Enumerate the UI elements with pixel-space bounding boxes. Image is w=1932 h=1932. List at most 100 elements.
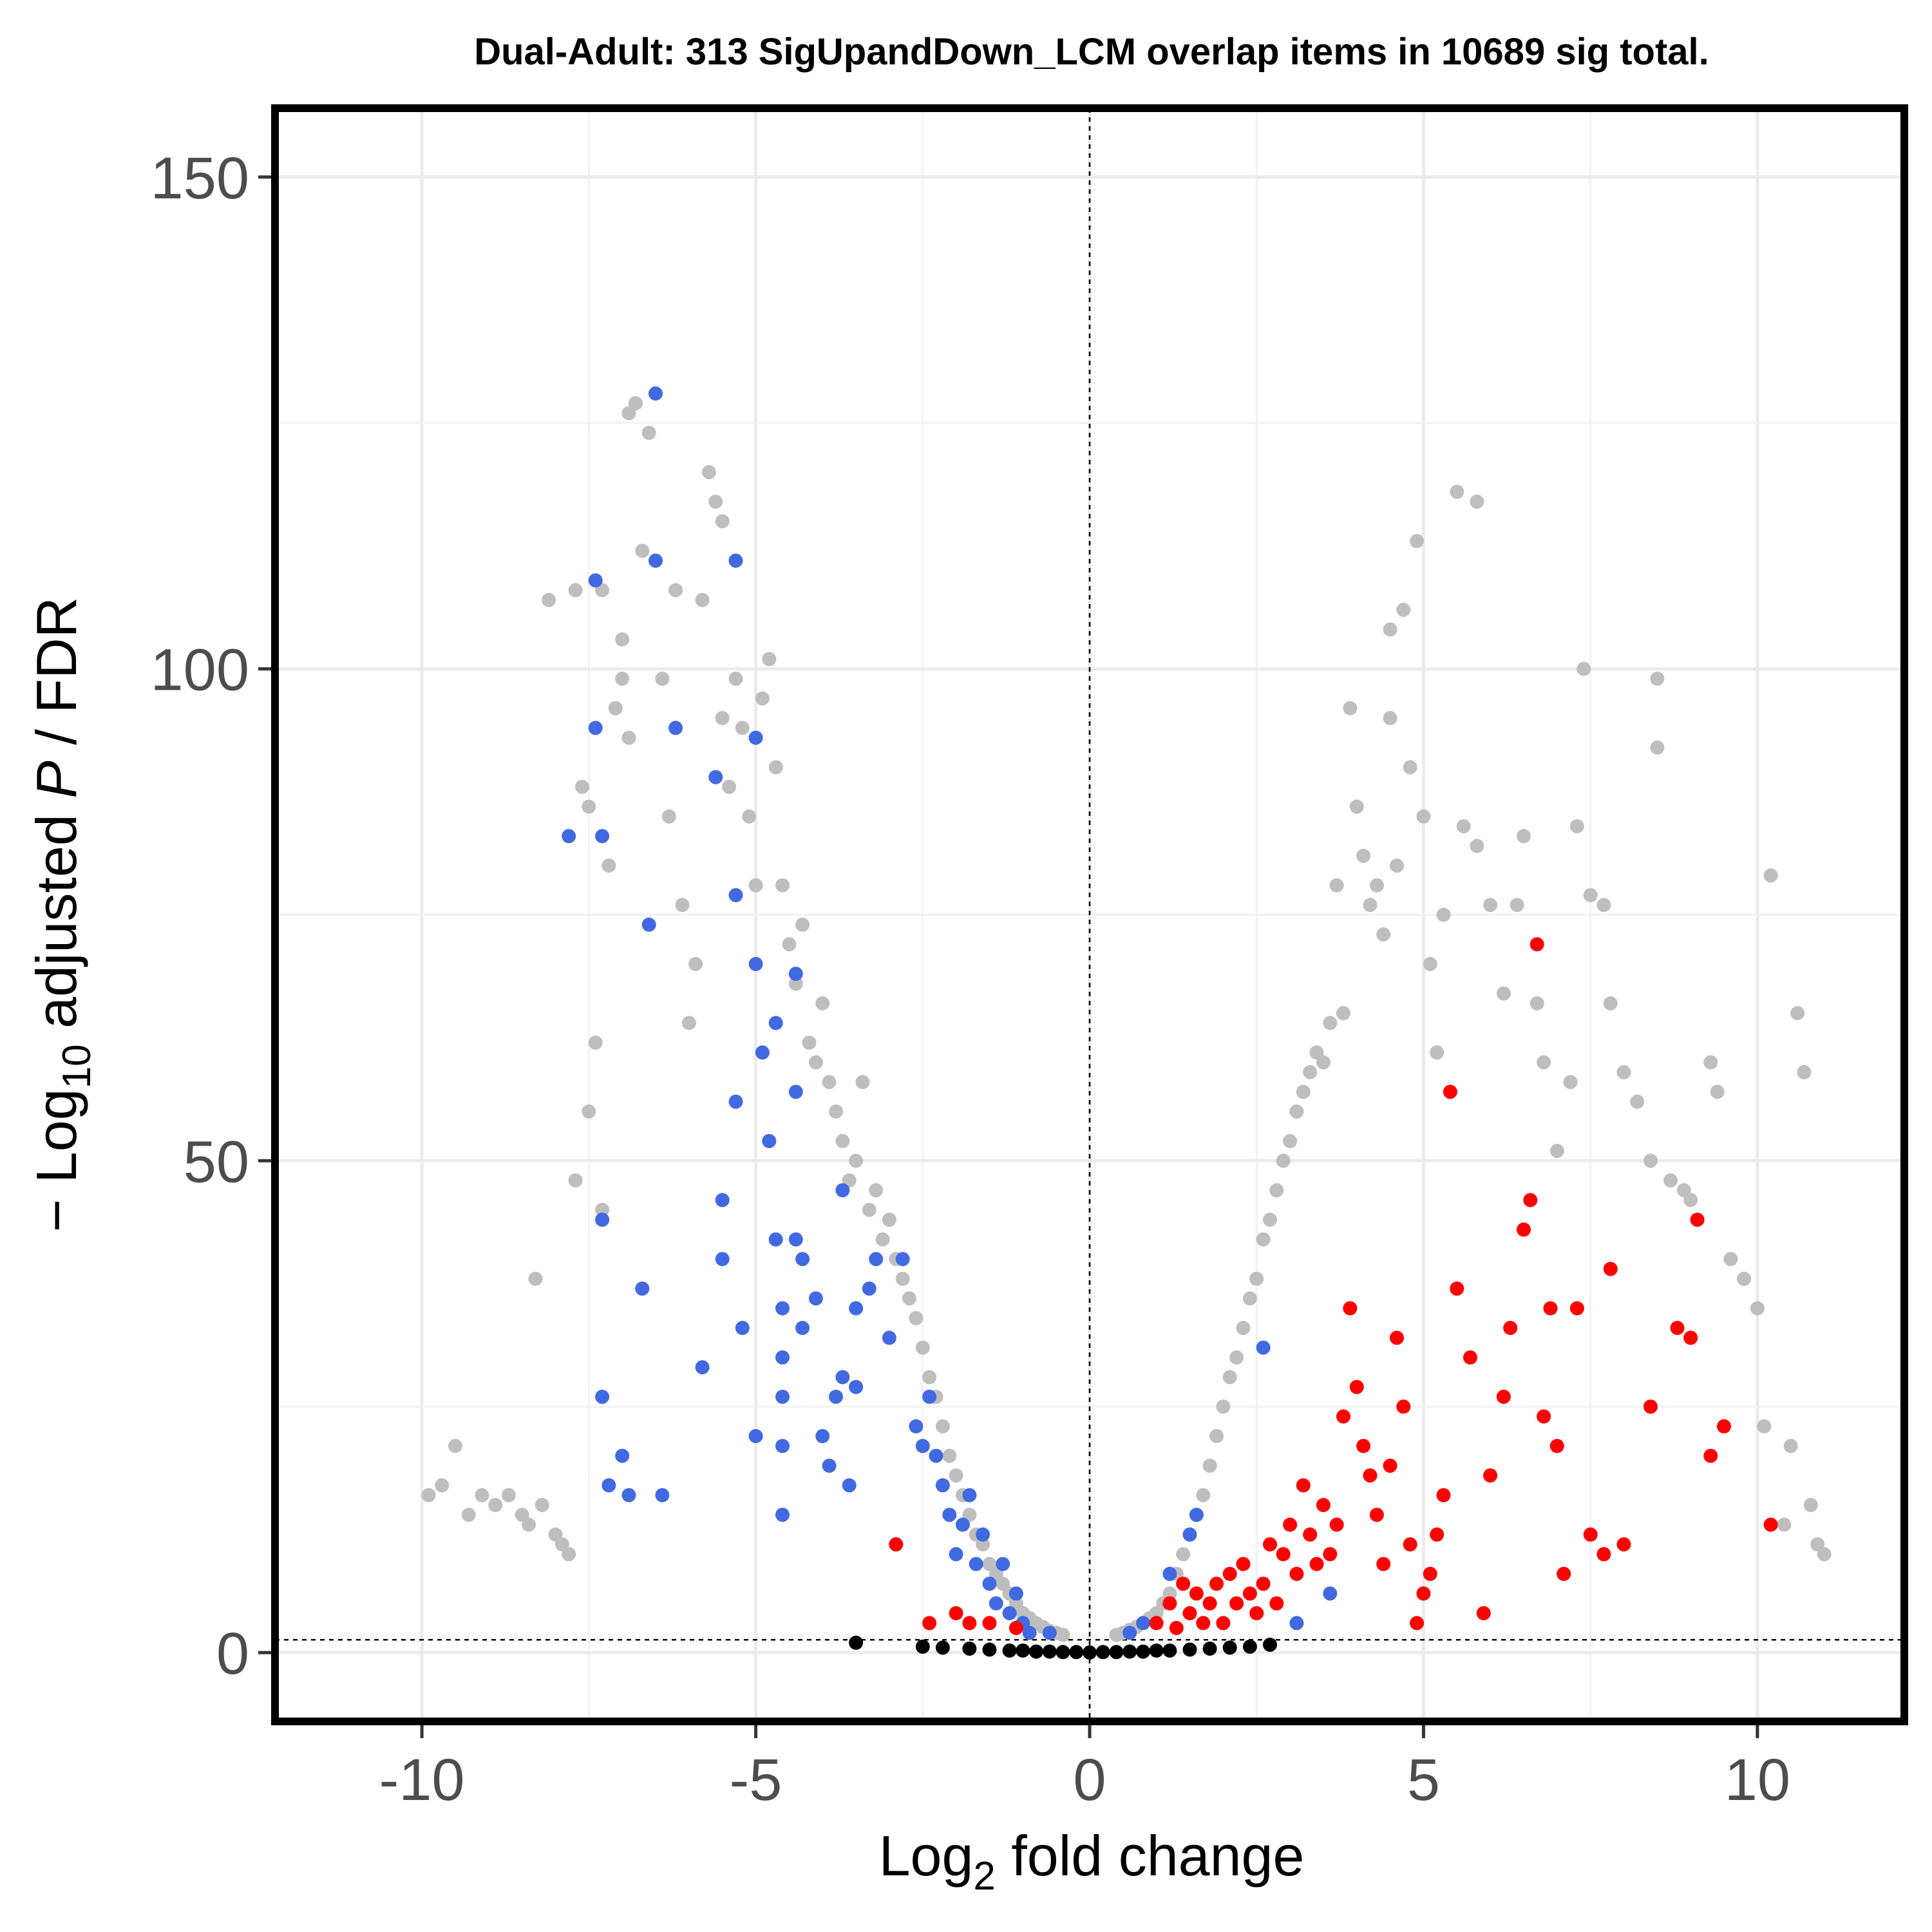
y-tick-label: 50 xyxy=(184,1129,249,1195)
y-axis-label: − Log10 adjusted P / FDR xyxy=(24,597,99,1232)
data-point-overlap_down xyxy=(562,829,576,844)
data-point-overlap_up xyxy=(1557,1566,1571,1581)
data-point-overlap_up xyxy=(1269,1596,1284,1611)
data-point-significant xyxy=(1363,898,1378,913)
data-point-overlap_up xyxy=(1463,1350,1477,1365)
data-point-overlap_up xyxy=(1403,1537,1417,1552)
data-point-overlap_up xyxy=(922,1616,937,1631)
data-point-significant xyxy=(1390,858,1404,873)
data-point-overlap_down xyxy=(1162,1566,1177,1581)
data-point-significant xyxy=(1723,1252,1738,1267)
data-point-significant xyxy=(976,1537,990,1552)
data-point-overlap_up xyxy=(1530,937,1544,952)
data-point-overlap_up xyxy=(1296,1478,1311,1493)
data-point-overlap_down xyxy=(962,1488,977,1502)
data-point-overlap_down xyxy=(775,1389,790,1404)
data-point-significant xyxy=(1450,484,1464,499)
data-point-overlap_down xyxy=(748,1429,763,1443)
x-tick-label: 0 xyxy=(1073,1747,1106,1813)
data-point-significant xyxy=(501,1488,516,1502)
data-point-overlap_up xyxy=(1162,1596,1177,1611)
data-point-significant xyxy=(1757,1419,1772,1434)
data-point-significant xyxy=(488,1498,503,1512)
data-point-significant xyxy=(742,809,757,824)
data-point-not_significant xyxy=(1263,1637,1277,1652)
data-point-overlap_down xyxy=(1009,1586,1023,1601)
data-point-not_significant xyxy=(1056,1645,1070,1660)
data-point-significant xyxy=(595,1202,610,1217)
data-point-significant xyxy=(1229,1350,1244,1365)
data-point-overlap_up xyxy=(1309,1557,1324,1571)
data-point-overlap_up xyxy=(1483,1468,1498,1483)
data-point-significant xyxy=(942,1448,957,1463)
data-point-overlap_up xyxy=(1763,1517,1778,1532)
data-point-significant xyxy=(1329,878,1344,893)
data-point-overlap_down xyxy=(615,1448,630,1463)
data-point-significant xyxy=(1202,1458,1217,1473)
data-point-overlap_up xyxy=(982,1616,997,1631)
data-point-significant xyxy=(1430,1045,1444,1060)
data-point-significant xyxy=(1296,1084,1311,1099)
data-point-significant xyxy=(1242,1291,1257,1306)
data-point-overlap_up xyxy=(1336,1409,1350,1424)
data-point-significant xyxy=(1269,1183,1284,1198)
data-point-overlap_down xyxy=(595,1389,610,1404)
data-point-overlap_up xyxy=(962,1616,977,1631)
data-point-overlap_down xyxy=(935,1478,950,1493)
data-point-significant xyxy=(1336,1006,1350,1021)
data-point-significant xyxy=(575,779,589,794)
data-point-overlap_down xyxy=(1182,1527,1197,1542)
data-point-not_significant xyxy=(962,1642,977,1656)
data-point-overlap_down xyxy=(822,1458,837,1473)
data-point-significant xyxy=(688,956,703,971)
data-point-significant xyxy=(1563,1075,1578,1090)
data-point-overlap_up xyxy=(1383,1458,1397,1473)
data-point-overlap_up xyxy=(1256,1577,1271,1591)
data-point-significant xyxy=(1276,1153,1291,1168)
data-point-overlap_down xyxy=(1122,1625,1137,1640)
data-point-significant xyxy=(1569,819,1584,833)
data-point-significant xyxy=(1263,1213,1277,1227)
data-point-overlap_down xyxy=(775,1508,790,1522)
data-point-overlap_down xyxy=(708,770,723,784)
data-point-significant xyxy=(1643,1153,1658,1168)
data-point-overlap_up xyxy=(1416,1586,1431,1601)
data-point-significant xyxy=(1750,1301,1765,1316)
data-point-not_significant xyxy=(1029,1644,1043,1659)
data-point-significant xyxy=(621,730,636,745)
data-point-significant xyxy=(695,592,710,607)
data-point-overlap_down xyxy=(862,1281,876,1296)
data-point-overlap_down xyxy=(775,1439,790,1454)
data-point-not_significant xyxy=(1202,1642,1217,1656)
data-point-not_significant xyxy=(1136,1644,1150,1659)
data-point-overlap_down xyxy=(915,1439,930,1454)
data-point-overlap_up xyxy=(1643,1399,1658,1414)
data-point-significant xyxy=(615,671,630,686)
data-point-not_significant xyxy=(1149,1643,1164,1658)
data-point-significant xyxy=(1537,1055,1551,1070)
data-point-significant xyxy=(895,1271,910,1286)
data-point-not_significant xyxy=(982,1642,997,1657)
data-point-significant xyxy=(1416,809,1431,824)
data-point-overlap_up xyxy=(1436,1488,1451,1502)
data-point-overlap_down xyxy=(635,1281,650,1296)
data-point-significant xyxy=(802,1036,817,1050)
data-point-overlap_up xyxy=(1242,1586,1257,1601)
data-point-significant xyxy=(715,514,730,529)
data-point-overlap_down xyxy=(788,1232,803,1247)
data-point-significant xyxy=(535,1498,549,1512)
data-point-overlap_up xyxy=(1329,1517,1344,1532)
data-point-significant xyxy=(435,1478,450,1493)
data-point-significant xyxy=(1596,898,1611,913)
data-point-overlap_up xyxy=(1209,1577,1224,1591)
data-point-overlap_down xyxy=(748,730,763,745)
data-point-significant xyxy=(829,1104,843,1119)
data-point-overlap_down xyxy=(601,1478,616,1493)
data-point-significant xyxy=(1383,711,1397,725)
data-point-significant xyxy=(681,1016,696,1030)
data-point-significant xyxy=(849,1153,864,1168)
data-point-significant xyxy=(668,583,683,598)
data-point-overlap_down xyxy=(595,1213,610,1227)
